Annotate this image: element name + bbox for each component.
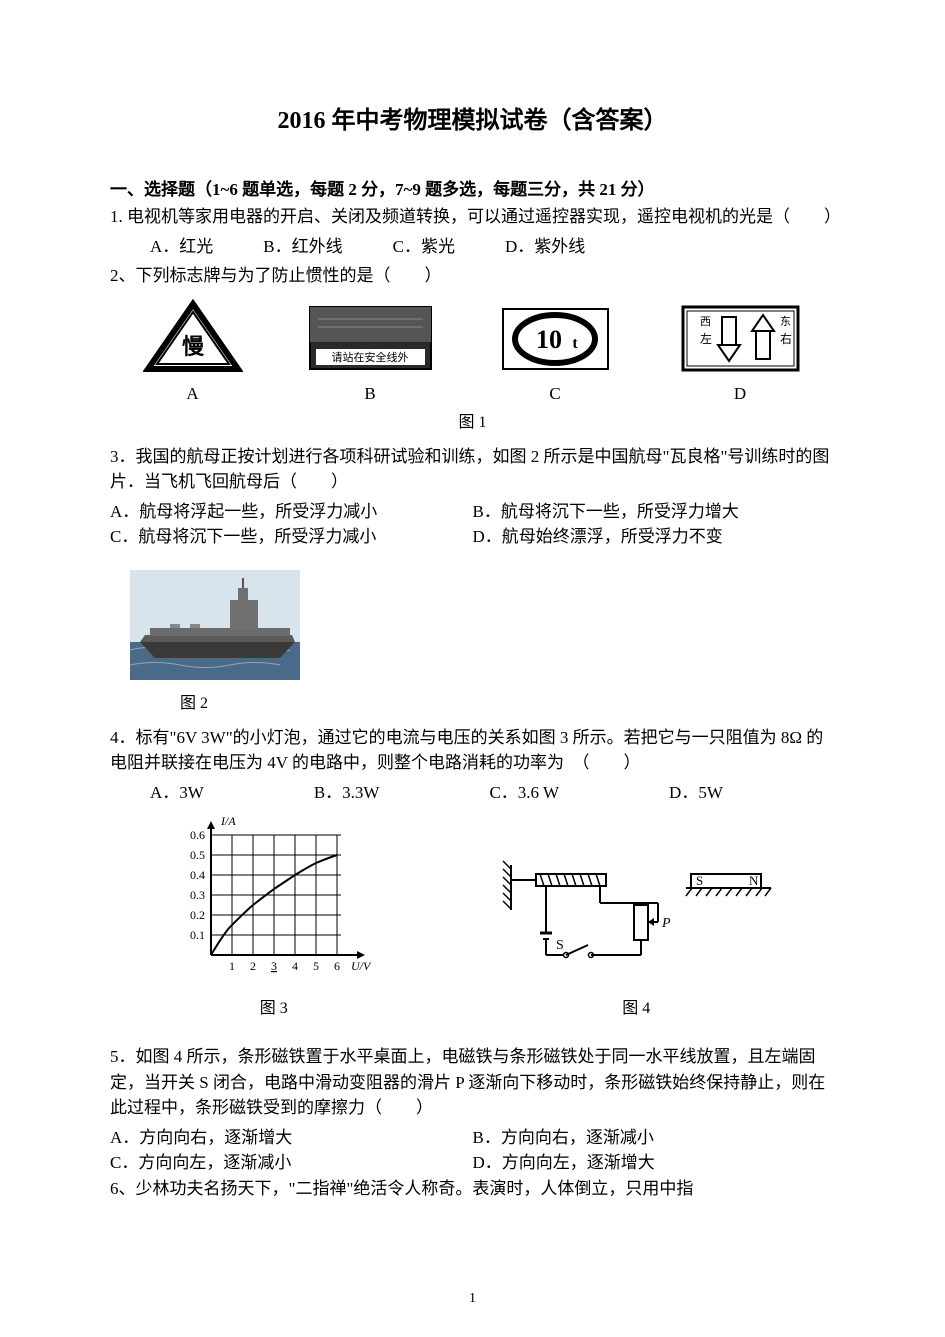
svg-text:N: N	[749, 873, 759, 888]
q1-option-b: B．红外线	[263, 234, 342, 260]
svg-text:0.4: 0.4	[190, 868, 205, 882]
circuit-diagram: S P S N	[496, 855, 776, 985]
question-4-options: A．3W B．3.3W C．3.6 W D．5W	[150, 780, 835, 806]
svg-text:0.6: 0.6	[190, 828, 205, 842]
svg-text:3: 3	[271, 959, 277, 973]
svg-text:P: P	[661, 916, 671, 931]
svg-text:慢: 慢	[181, 334, 204, 359]
figure-3-caption: 图 3	[169, 994, 379, 1018]
figure-1-caption: 图 1	[110, 408, 835, 432]
svg-text:U/V: U/V	[351, 959, 372, 973]
aircraft-carrier-image	[130, 570, 300, 680]
question-1-options: A．红光 B．红外线 C．紫光 D．紫外线	[150, 234, 835, 260]
sign-c-label: C	[498, 384, 613, 404]
q5-option-b: B．方向向右，逐渐减小	[473, 1125, 836, 1151]
svg-text:5: 5	[313, 959, 319, 973]
q3-option-b: B．航母将沉下一些，所受浮力增大	[473, 499, 836, 525]
sign-b-label: B	[308, 384, 433, 404]
question-2-text: 2、下列标志牌与为了防止惯性的是（ ）	[110, 263, 835, 289]
q5-option-a: A．方向向右，逐渐增大	[110, 1125, 473, 1151]
svg-text:6: 6	[334, 959, 340, 973]
svg-text:西: 西	[700, 316, 711, 328]
q3-option-d: D．航母始终漂浮，所受浮力不变	[473, 524, 836, 550]
question-5-options: A．方向向右，逐渐增大 B．方向向右，逐渐减小 C．方向向左，逐渐减小 D．方向…	[110, 1125, 835, 1176]
svg-text:2: 2	[250, 959, 256, 973]
sign-b: 请站在安全线外 B	[308, 299, 433, 404]
figure-4: S P S N 图 4	[496, 855, 776, 1030]
svg-text:右: 右	[780, 331, 792, 346]
sign-a-label: A	[143, 384, 243, 404]
q4-option-a: A．3W	[150, 780, 204, 806]
svg-text:0.1: 0.1	[190, 928, 205, 942]
svg-text:左: 左	[700, 331, 712, 346]
svg-text:S: S	[556, 938, 564, 953]
svg-text:S: S	[696, 873, 703, 888]
svg-text:4: 4	[292, 959, 298, 973]
sign-b-icon: 请站在安全线外	[308, 299, 433, 379]
sign-d: 左 右 西 东 D	[678, 299, 803, 404]
sign-d-label: D	[678, 384, 803, 404]
sign-a: 慢 A	[143, 299, 243, 404]
figure-3: 0.1 0.2 0.3 0.4 0.5 0.6 1 2 3 4 5 6 I/A …	[169, 815, 379, 1030]
q4-option-c: C．3.6 W	[489, 780, 559, 806]
sign-c-icon: 10 t	[498, 299, 613, 379]
iv-chart: 0.1 0.2 0.3 0.4 0.5 0.6 1 2 3 4 5 6 I/A …	[169, 815, 379, 985]
q1-option-a: A．红光	[150, 234, 213, 260]
document-title: 2016 年中考物理模拟试卷（含答案）	[110, 100, 835, 135]
q5-option-d: D．方向向左，逐渐增大	[473, 1150, 836, 1176]
svg-text:t: t	[572, 335, 578, 352]
svg-text:东: 东	[780, 315, 791, 328]
svg-text:10: 10	[536, 325, 562, 354]
figure-2	[130, 570, 835, 685]
svg-text:0.3: 0.3	[190, 888, 205, 902]
question-3-options: A．航母将浮起一些，所受浮力减小 B．航母将沉下一些，所受浮力增大 C．航母将沉…	[110, 499, 835, 550]
q3-option-c: C．航母将沉下一些，所受浮力减小	[110, 524, 473, 550]
q4-option-d: D．5W	[669, 780, 723, 806]
sign-a-icon: 慢	[143, 299, 243, 379]
q1-option-c: C．紫光	[393, 234, 455, 260]
figure-3-4-pair: 0.1 0.2 0.3 0.4 0.5 0.6 1 2 3 4 5 6 I/A …	[110, 815, 835, 1030]
svg-text:1: 1	[229, 959, 235, 973]
figure-2-caption: 图 2	[180, 689, 835, 713]
question-4-text: 4．标有"6V 3W"的小灯泡，通过它的电流与电压的关系如图 3 所示。若把它与…	[110, 725, 835, 776]
question-6-text: 6、少林功夫名扬天下，"二指禅"绝活令人称奇。表演时，人体倒立，只用中指	[110, 1176, 835, 1202]
figure-1-signs: 慢 A 请站在安全线外 B 10 t C	[110, 299, 835, 404]
q3-option-a: A．航母将浮起一些，所受浮力减小	[110, 499, 473, 525]
svg-text:请站在安全线外: 请站在安全线外	[331, 350, 408, 364]
section-header: 一、选择题（1~6 题单选，每题 2 分，7~9 题多选，每题三分，共 21 分…	[110, 175, 835, 200]
svg-text:0.2: 0.2	[190, 908, 205, 922]
q1-option-d: D．紫外线	[505, 234, 585, 260]
sign-d-icon: 左 右 西 东	[678, 299, 803, 379]
figure-4-caption: 图 4	[496, 994, 776, 1018]
question-5-text: 5．如图 4 所示，条形磁铁置于水平桌面上，电磁铁与条形磁铁处于同一水平线放置，…	[110, 1044, 835, 1121]
svg-text:I/A: I/A	[220, 815, 236, 828]
sign-c: 10 t C	[498, 299, 613, 404]
question-3-text: 3．我国的航母正按计划进行各项科研试验和训练，如图 2 所示是中国航母"瓦良格"…	[110, 444, 835, 495]
svg-text:0.5: 0.5	[190, 848, 205, 862]
question-1-text: 1. 电视机等家用电器的开启、关闭及频道转换，可以通过遥控器实现，遥控电视机的光…	[110, 204, 835, 230]
page-number: 1	[469, 1291, 476, 1307]
q5-option-c: C．方向向左，逐渐减小	[110, 1150, 473, 1176]
q4-option-b: B．3.3W	[314, 780, 380, 806]
